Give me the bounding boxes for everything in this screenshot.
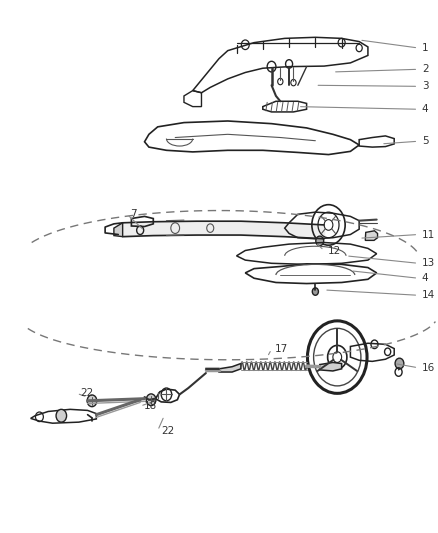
- Polygon shape: [365, 231, 378, 240]
- Circle shape: [146, 394, 156, 406]
- Circle shape: [316, 236, 324, 246]
- Text: 12: 12: [328, 246, 341, 255]
- Text: 18: 18: [144, 401, 157, 411]
- Text: 16: 16: [422, 363, 435, 373]
- Circle shape: [312, 288, 318, 295]
- Text: 14: 14: [422, 290, 435, 300]
- Text: 22: 22: [80, 389, 93, 398]
- Text: 13: 13: [422, 259, 435, 268]
- Text: 17: 17: [275, 344, 288, 354]
- Polygon shape: [219, 364, 241, 372]
- Text: 11: 11: [422, 230, 435, 239]
- Text: 22: 22: [161, 426, 174, 435]
- Circle shape: [56, 409, 67, 422]
- Polygon shape: [320, 362, 342, 371]
- Text: 4: 4: [422, 273, 428, 283]
- Polygon shape: [114, 223, 123, 237]
- Circle shape: [395, 358, 404, 369]
- Text: 1: 1: [422, 43, 428, 53]
- Text: 5: 5: [422, 136, 428, 146]
- Text: 4: 4: [422, 104, 428, 114]
- Text: 3: 3: [422, 82, 428, 91]
- Text: 2: 2: [422, 64, 428, 74]
- Circle shape: [87, 395, 97, 407]
- Text: 7: 7: [131, 209, 137, 219]
